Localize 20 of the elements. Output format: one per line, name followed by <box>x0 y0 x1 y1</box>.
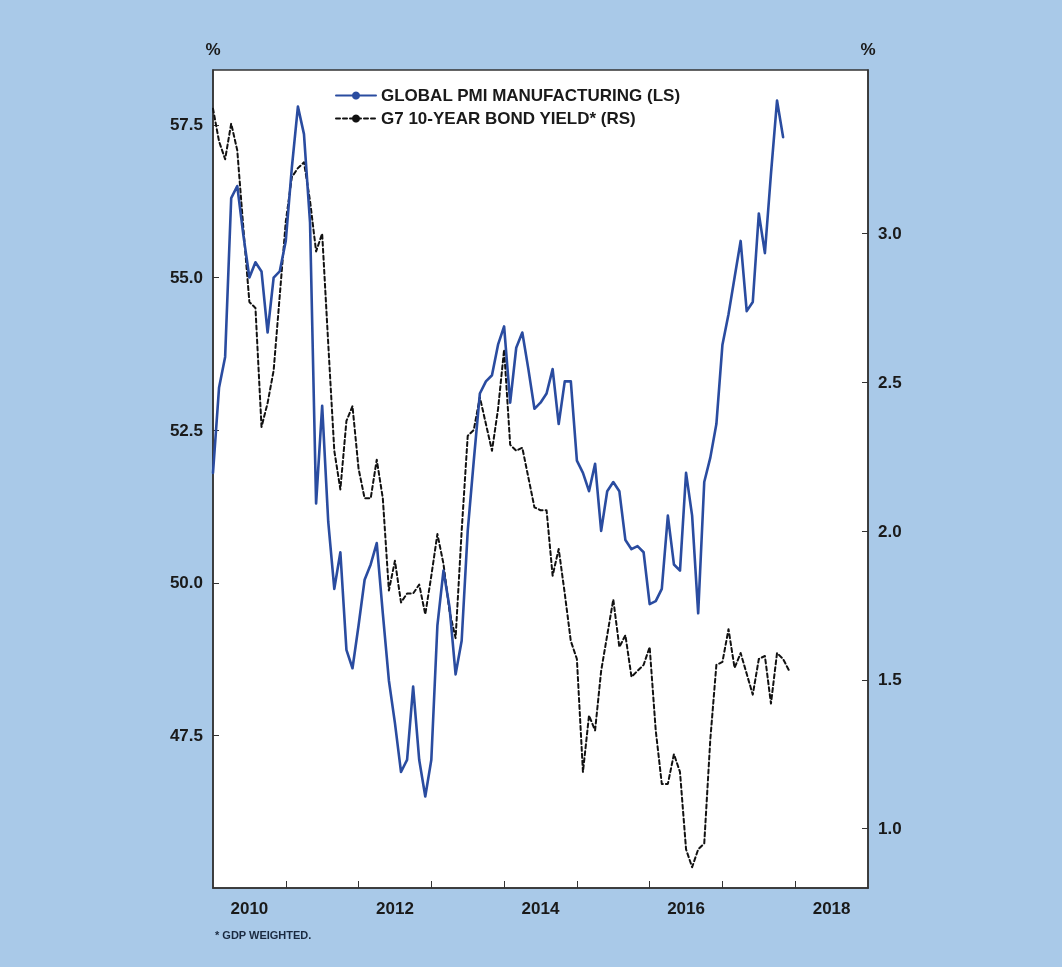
y-axis-title: % <box>205 40 221 59</box>
y-tick-label: 52.5 <box>169 420 203 440</box>
text: * GDP WEIGHTED. <box>215 928 312 941</box>
y-tick-label: 55.0 <box>169 268 203 288</box>
x-tick-label: 2010 <box>230 899 269 918</box>
y2-tick-label: 3.0 <box>878 224 902 244</box>
y-tick-label: 57.5 <box>169 115 203 135</box>
x-tick-label: 2014 <box>521 899 560 918</box>
y-tick-label: 47.5 <box>169 725 203 745</box>
y2-tick-label: 2.5 <box>878 372 902 392</box>
y2-tick-label: 1.5 <box>878 670 902 690</box>
y2-tick-label: 2.0 <box>878 521 902 541</box>
legend-label: GLOBAL PMI MANUFACTURING (LS) <box>381 86 681 105</box>
y2-axis-title: % <box>860 40 876 59</box>
x-tick-label: 2016 <box>667 899 705 918</box>
legend-label: G7 10-YEAR BOND YIELD* (RS) <box>381 109 636 128</box>
y-tick-label: 50.0 <box>169 573 203 593</box>
y2-tick-label: 1.0 <box>878 819 902 839</box>
x-tick-label: 2012 <box>376 899 414 918</box>
x-tick-label: 2018 <box>812 899 851 918</box>
